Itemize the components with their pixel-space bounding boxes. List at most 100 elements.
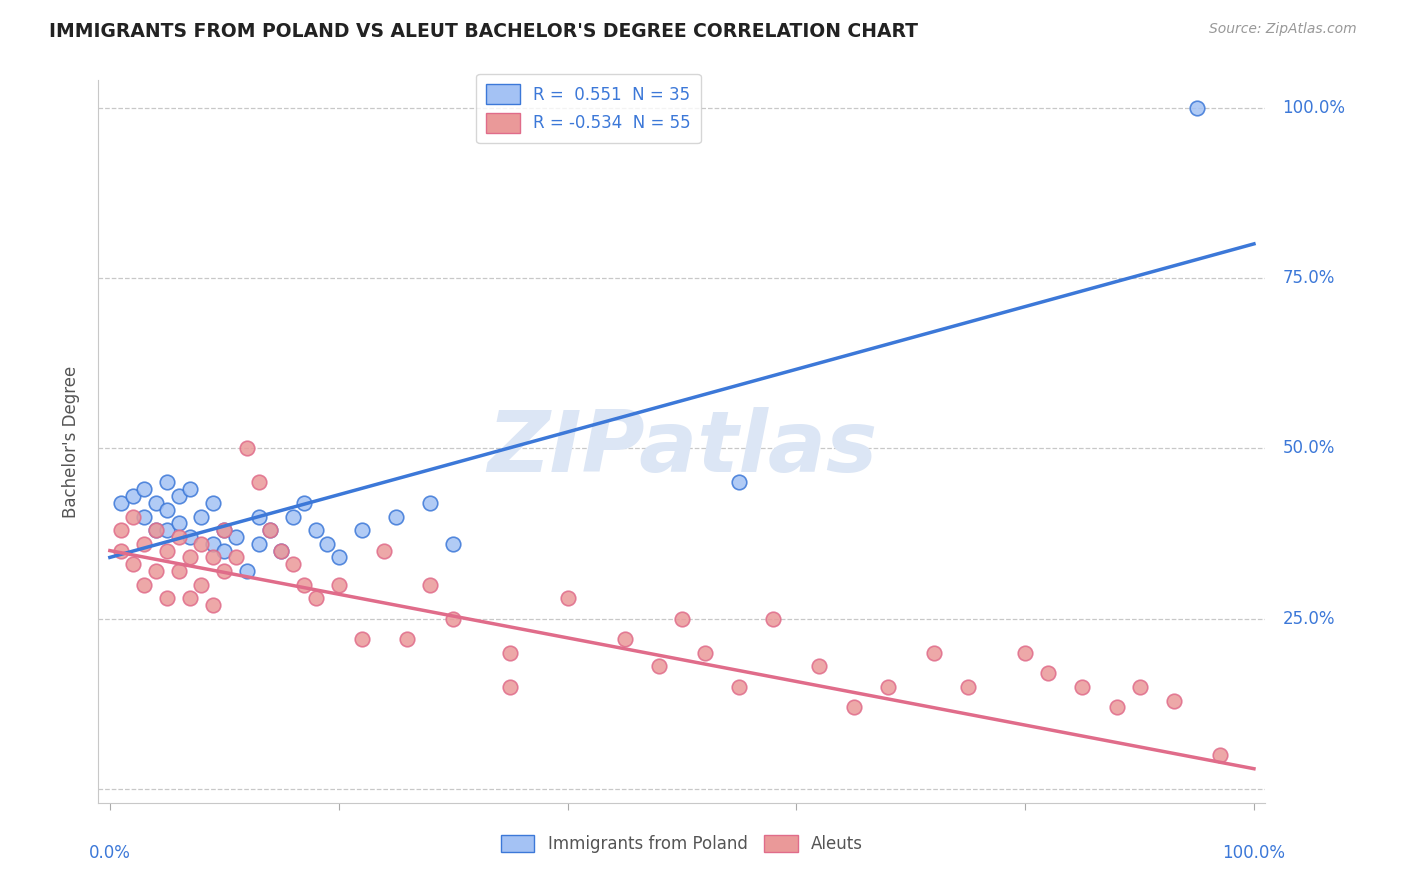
Point — [214, 543, 236, 558]
Point — [281, 558, 304, 572]
Point — [201, 537, 224, 551]
Point — [842, 700, 865, 714]
Point — [247, 475, 270, 490]
Point — [671, 612, 693, 626]
Point — [876, 680, 898, 694]
Point — [110, 523, 132, 537]
Point — [121, 558, 143, 572]
Point — [179, 550, 201, 565]
Point — [145, 496, 167, 510]
Point — [201, 598, 224, 612]
Point — [292, 496, 315, 510]
Point — [350, 523, 373, 537]
Point — [259, 523, 281, 537]
Point — [441, 612, 464, 626]
Point — [350, 632, 373, 647]
Point — [281, 509, 304, 524]
Text: 100.0%: 100.0% — [1222, 844, 1285, 862]
Point — [145, 564, 167, 578]
Point — [728, 475, 751, 490]
Point — [214, 564, 236, 578]
Point — [419, 577, 441, 591]
Point — [214, 523, 236, 537]
Point — [613, 632, 636, 647]
Text: Source: ZipAtlas.com: Source: ZipAtlas.com — [1209, 22, 1357, 37]
Text: 50.0%: 50.0% — [1282, 440, 1334, 458]
Point — [156, 543, 179, 558]
Point — [1014, 646, 1036, 660]
Point — [167, 489, 190, 503]
Point — [1105, 700, 1128, 714]
Point — [499, 680, 522, 694]
Point — [728, 680, 751, 694]
Point — [179, 482, 201, 496]
Point — [1163, 693, 1185, 707]
Point — [236, 442, 259, 456]
Point — [557, 591, 579, 606]
Point — [956, 680, 979, 694]
Point — [1071, 680, 1094, 694]
Point — [247, 537, 270, 551]
Text: IMMIGRANTS FROM POLAND VS ALEUT BACHELOR'S DEGREE CORRELATION CHART: IMMIGRANTS FROM POLAND VS ALEUT BACHELOR… — [49, 22, 918, 41]
Point — [179, 591, 201, 606]
Text: 75.0%: 75.0% — [1282, 269, 1334, 287]
Point — [922, 646, 945, 660]
Point — [167, 564, 190, 578]
Point — [156, 475, 179, 490]
Point — [156, 523, 179, 537]
Point — [134, 537, 156, 551]
Point — [167, 530, 190, 544]
Point — [292, 577, 315, 591]
Text: 25.0%: 25.0% — [1282, 610, 1336, 628]
Point — [419, 496, 441, 510]
Point — [396, 632, 419, 647]
Point — [1036, 666, 1059, 681]
Legend: Immigrants from Poland, Aleuts: Immigrants from Poland, Aleuts — [495, 828, 869, 860]
Point — [648, 659, 671, 673]
Y-axis label: Bachelor's Degree: Bachelor's Degree — [62, 366, 80, 517]
Point — [145, 523, 167, 537]
Point — [1128, 680, 1150, 694]
Point — [808, 659, 831, 673]
Point — [190, 509, 212, 524]
Text: 100.0%: 100.0% — [1282, 98, 1346, 117]
Point — [247, 509, 270, 524]
Point — [316, 537, 339, 551]
Point — [214, 523, 236, 537]
Point — [179, 530, 201, 544]
Point — [1185, 101, 1208, 115]
Point — [259, 523, 281, 537]
Point — [270, 543, 292, 558]
Point — [110, 543, 132, 558]
Point — [499, 646, 522, 660]
Point — [201, 496, 224, 510]
Point — [145, 523, 167, 537]
Point — [201, 550, 224, 565]
Point — [156, 591, 179, 606]
Point — [762, 612, 785, 626]
Point — [1208, 748, 1230, 763]
Point — [134, 577, 156, 591]
Text: ZIPatlas: ZIPatlas — [486, 407, 877, 490]
Point — [236, 564, 259, 578]
Point — [225, 530, 247, 544]
Point — [121, 509, 143, 524]
Point — [190, 577, 212, 591]
Point — [328, 550, 350, 565]
Point — [328, 577, 350, 591]
Point — [134, 509, 156, 524]
Point — [156, 502, 179, 516]
Point — [270, 543, 292, 558]
Point — [134, 482, 156, 496]
Point — [167, 516, 190, 531]
Point — [305, 523, 328, 537]
Point — [693, 646, 716, 660]
Text: 0.0%: 0.0% — [89, 844, 131, 862]
Point — [385, 509, 408, 524]
Point — [373, 543, 395, 558]
Point — [121, 489, 143, 503]
Point — [441, 537, 464, 551]
Point — [305, 591, 328, 606]
Point — [110, 496, 132, 510]
Point — [190, 537, 212, 551]
